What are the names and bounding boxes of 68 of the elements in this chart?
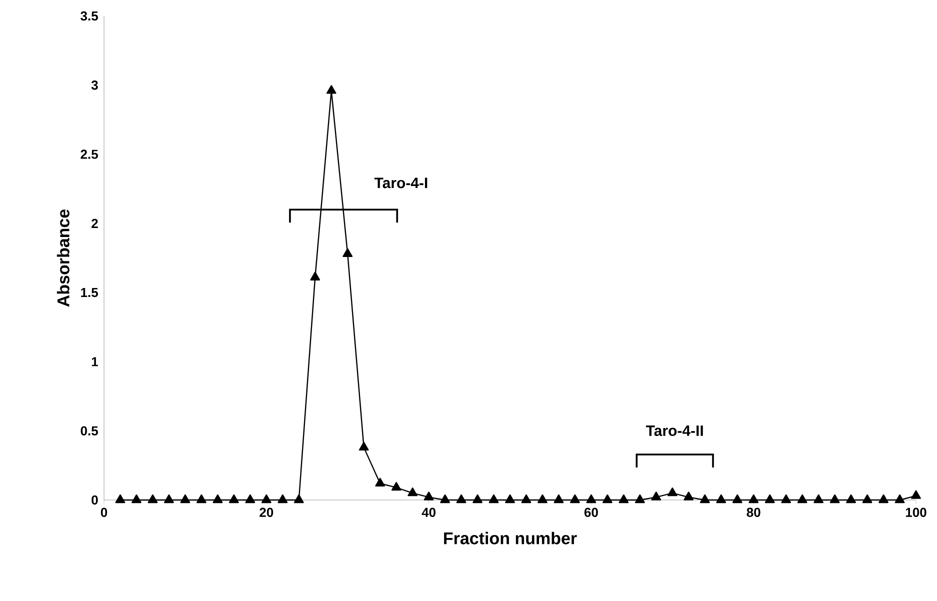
point — [424, 492, 434, 500]
x-tick-label: 60 — [584, 508, 598, 517]
x-tick-label: 100 — [906, 508, 926, 517]
x-tick-label: 20 — [260, 508, 274, 517]
point — [408, 487, 418, 496]
point — [732, 494, 742, 504]
point — [164, 494, 174, 504]
point — [862, 494, 872, 504]
annotation: Taro-4-II — [646, 426, 703, 436]
y-tick-label: 3.5 — [80, 11, 98, 21]
point — [391, 482, 402, 491]
point — [700, 494, 710, 504]
point — [132, 494, 142, 504]
point — [245, 494, 256, 504]
point — [180, 494, 190, 504]
point — [797, 494, 808, 504]
point — [748, 494, 759, 504]
point — [375, 478, 386, 486]
point — [667, 487, 678, 496]
point — [294, 494, 304, 504]
y-tick-label: 1.5 — [81, 288, 98, 298]
point — [830, 494, 840, 504]
point — [505, 494, 515, 504]
point — [846, 494, 856, 504]
point — [586, 494, 596, 504]
point — [310, 272, 320, 280]
point — [764, 494, 775, 504]
y-tick-label: 2 — [92, 218, 98, 228]
point — [196, 494, 206, 504]
y-tick-label: 3 — [91, 80, 98, 90]
point — [326, 85, 336, 94]
point — [894, 494, 905, 504]
point — [781, 494, 792, 504]
point — [684, 492, 694, 500]
point — [878, 494, 888, 504]
point — [472, 494, 482, 504]
x-axis-title: Fraction number — [444, 532, 577, 544]
point — [602, 494, 612, 504]
x-tick-label: 0 — [100, 508, 108, 517]
point — [115, 494, 126, 504]
x-tick-label: 80 — [746, 508, 760, 517]
point — [488, 494, 499, 504]
point — [570, 494, 580, 504]
y-tick-label: 0 — [92, 495, 98, 505]
point — [814, 494, 824, 504]
point — [911, 490, 921, 499]
y-tick-label: 2.5 — [80, 150, 98, 159]
y-tick-label: 0.5 — [80, 426, 98, 436]
point — [148, 494, 158, 504]
point — [278, 494, 288, 504]
y-axis-title: Absorbance — [56, 209, 70, 307]
point — [651, 492, 662, 500]
point — [634, 494, 645, 504]
point — [228, 494, 239, 504]
point — [358, 442, 369, 451]
y-tick-label: 1 — [92, 357, 98, 366]
point — [538, 494, 548, 504]
point — [554, 494, 564, 504]
point — [716, 494, 726, 504]
point — [456, 494, 466, 504]
point — [212, 494, 223, 504]
point — [342, 248, 353, 257]
annotation: Taro-4-I — [374, 178, 428, 188]
point — [618, 494, 629, 504]
x-tick-label: 40 — [422, 508, 436, 517]
point — [440, 494, 450, 504]
point — [261, 494, 272, 504]
point — [521, 494, 532, 504]
